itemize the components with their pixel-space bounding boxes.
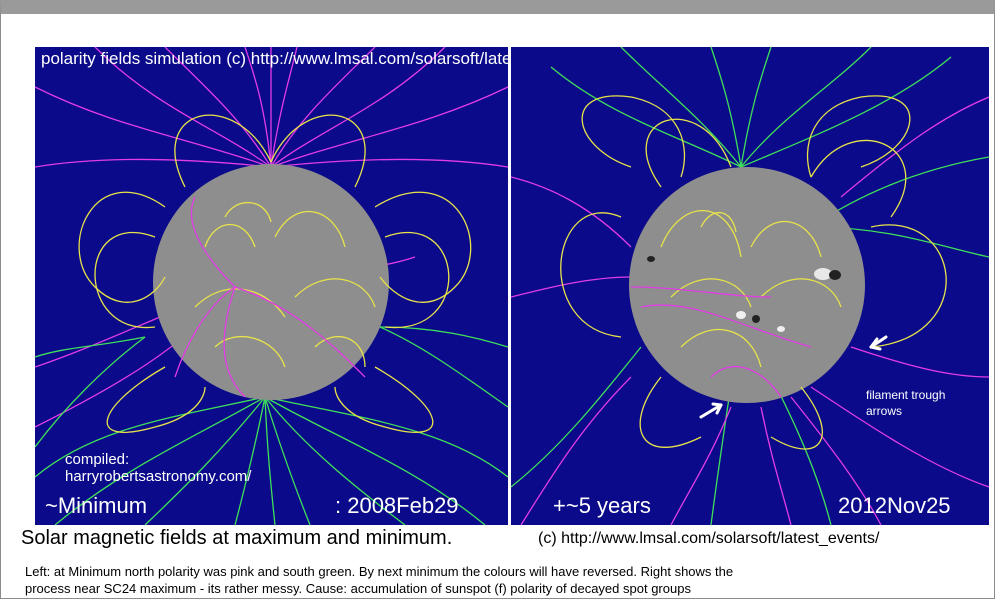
simulation-credit: polarity fields simulation (c) http://ww… (41, 49, 508, 68)
left-sun-panel: polarity fields simulation (c) http://ww… (35, 47, 508, 525)
left-date-label: : 2008Feb29 (335, 493, 459, 518)
minimum-label: ~Minimum (45, 493, 148, 518)
footnote-line-1: Left: at Minimum north polarity was pink… (25, 564, 734, 579)
filament-note-line-2: arrows (866, 404, 903, 418)
compiled-credit: compiled: harryrobertsastronomy.com/ (65, 451, 251, 485)
left-field-lines (35, 47, 508, 525)
compiled-site: harryrobertsastronomy.com/ (65, 468, 252, 485)
right-sun-panel: filament trough arrows +~5 years 2012Nov… (511, 47, 989, 525)
footnote: Left: at Minimum north polarity was pink… (25, 563, 733, 597)
right-field-lines (511, 47, 989, 525)
years-label: +~5 years (553, 493, 651, 518)
figure-caption: Solar magnetic fields at maximum and min… (21, 527, 453, 549)
compiled-label: compiled: (65, 451, 130, 468)
footnote-line-2: process near SC24 maximum - its rather m… (25, 581, 691, 596)
right-date-label: 2012Nov25 (838, 493, 951, 518)
caption-source-url: (c) http://www.lmsal.com/solarsoft/lates… (538, 530, 880, 547)
filament-arrows-note: filament trough arrows (866, 387, 945, 419)
filament-note-line-1: filament trough (866, 388, 946, 402)
